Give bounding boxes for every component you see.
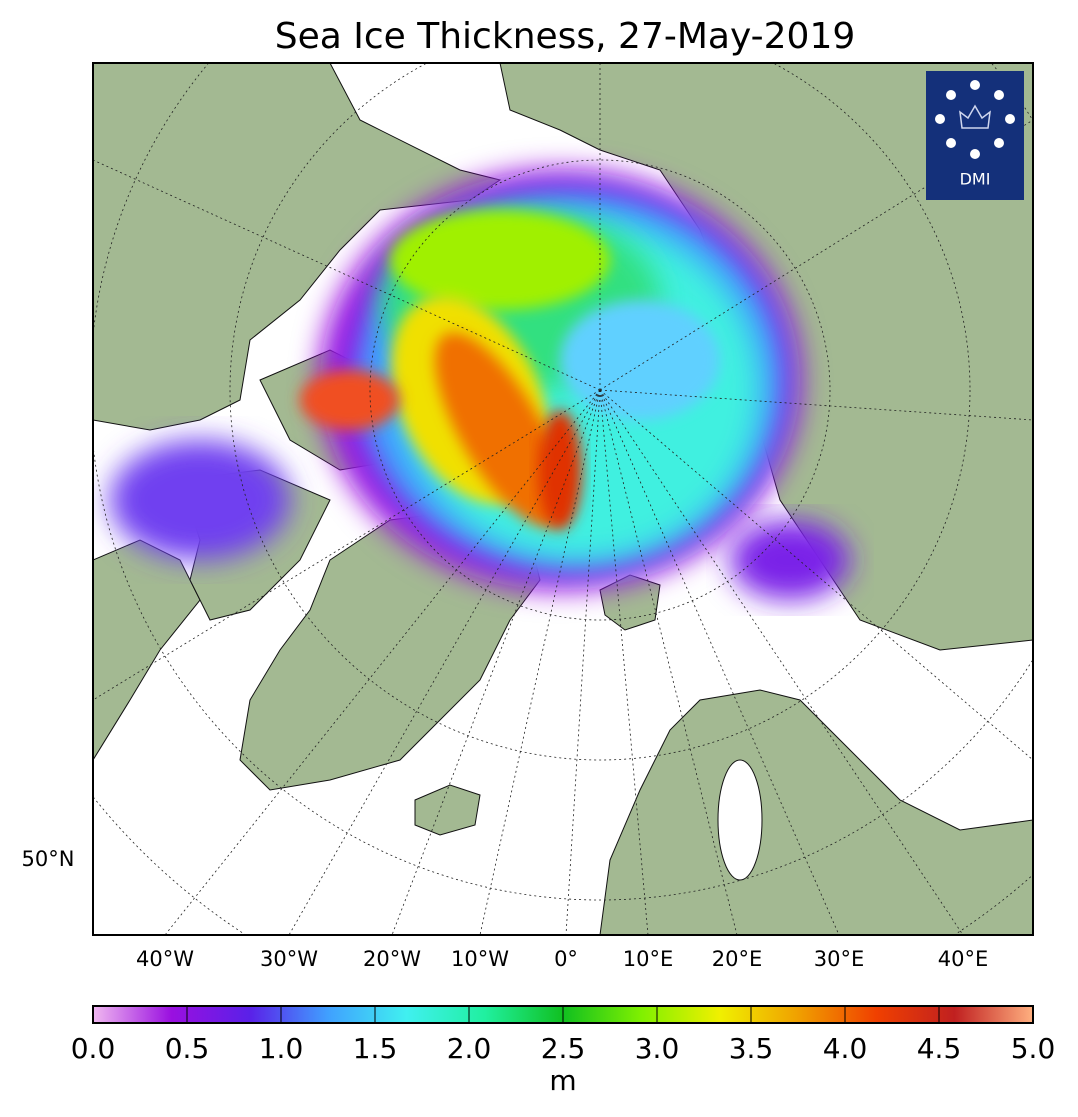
longitude-label: 10°E <box>623 947 674 971</box>
longitude-label: 20°E <box>712 947 763 971</box>
dmi-logo: DMI <box>926 71 1024 200</box>
map-area <box>93 63 1033 935</box>
colorbar-tick-label: 1.5 <box>353 1032 398 1065</box>
colorbar-tick-label: 5.0 <box>1011 1032 1056 1065</box>
colorbar-tick-label: 2.0 <box>447 1032 492 1065</box>
land-canada <box>93 63 502 431</box>
colorbar-tick-label: 0.5 <box>165 1032 210 1065</box>
longitude-label: 10°W <box>451 947 509 971</box>
longitude-label: 40°E <box>938 947 989 971</box>
colorbar-tick-label: 4.0 <box>823 1032 868 1065</box>
land-scandinavia <box>599 689 1033 935</box>
longitude-label: 30°W <box>260 947 318 971</box>
map-frame <box>92 62 1034 936</box>
colorbar-tick-label: 3.0 <box>635 1032 680 1065</box>
map-title: Sea Ice Thickness, 27-May-2019 <box>275 16 856 57</box>
longitude-label: 30°E <box>814 947 865 971</box>
longitude-label: 40°W <box>136 947 194 971</box>
gulf-of-bothnia <box>717 759 763 881</box>
land-iceland <box>414 784 481 836</box>
longitude-label: 20°W <box>363 947 421 971</box>
colorbar-label: m <box>549 1064 576 1097</box>
longitude-labels: 40°W 30°W 20°W 10°W 0° 10°E 20°E 30°E 40°E <box>136 947 988 971</box>
longitude-label: 0° <box>554 947 578 971</box>
colorbar-tick-label: 4.5 <box>917 1032 962 1065</box>
latitude-label: 50°N <box>22 847 75 871</box>
colorbar-tick-label: 1.0 <box>259 1032 304 1065</box>
colorbar-ticks: 0.0 0.5 1.0 1.5 2.0 2.5 3.0 3.5 4.0 4.5 5.0 <box>71 1006 1056 1065</box>
logo-text: DMI <box>960 170 991 189</box>
colorbar-tick-label: 2.5 <box>541 1032 586 1065</box>
colorbar-tick-label: 3.5 <box>729 1032 774 1065</box>
colorbar-tick-label: 0.0 <box>71 1032 116 1065</box>
